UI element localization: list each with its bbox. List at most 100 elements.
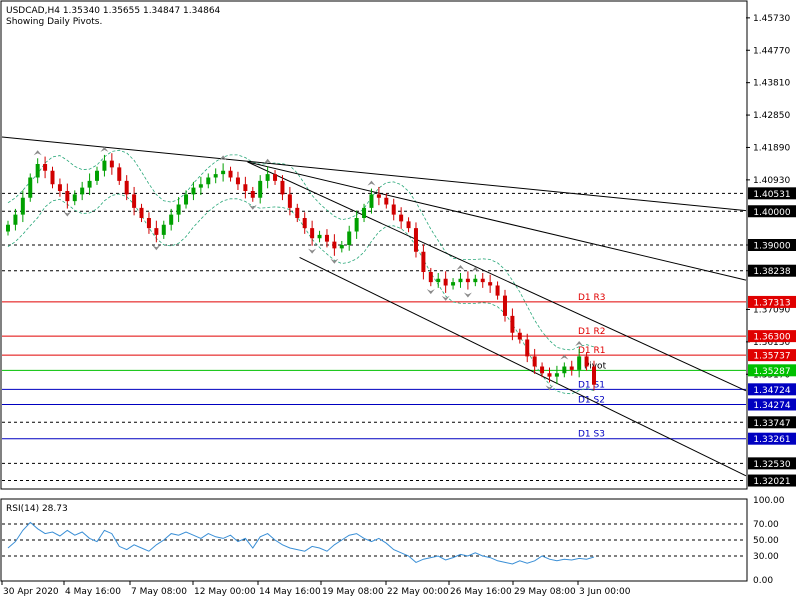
x-tick-label-2: 7 May 08:00 — [131, 587, 187, 597]
candle-body-78 — [584, 356, 589, 367]
rsi-tick-0: 100.00 — [753, 496, 785, 506]
candle-body-50 — [376, 194, 381, 198]
candle-body-17 — [132, 194, 137, 208]
fractal-down-59 — [441, 295, 450, 301]
candle-body-35 — [265, 174, 270, 181]
candle-body-33 — [250, 191, 255, 198]
candle-body-61 — [458, 278, 463, 283]
trend-line-2 — [247, 161, 747, 392]
fractal-up-29 — [219, 155, 228, 161]
candle-body-66 — [495, 285, 500, 296]
fractal-down-73 — [545, 385, 554, 391]
candle-body-46 — [347, 231, 352, 245]
candle-body-48 — [362, 207, 367, 218]
pivot-label-6: D1 R1 — [578, 346, 606, 356]
candle-body-60 — [451, 282, 456, 286]
candle-body-22 — [169, 214, 174, 225]
price-tag-bg-0 — [748, 187, 796, 200]
price-tag-11: 1.33261 — [753, 435, 790, 445]
price-tag-bg-11 — [748, 432, 796, 445]
fractal-up-49 — [367, 180, 376, 186]
indicator-subtitle: Showing Daily Pivots. — [6, 17, 103, 27]
x-tick-label-8: 29 May 08:00 — [514, 587, 576, 597]
candle-body-1 — [13, 214, 18, 225]
candle-body-69 — [517, 332, 522, 340]
fractal-up-77 — [575, 340, 584, 346]
price-tag-6: 1.35737 — [753, 352, 790, 362]
candle-body-51 — [384, 197, 389, 205]
candle-body-68 — [510, 315, 515, 333]
envelope-upper — [7, 149, 595, 351]
candle-body-10 — [80, 187, 85, 195]
pivot-label-4: D1 R3 — [578, 293, 606, 303]
y-tick-label-0: 1.45730 — [753, 14, 790, 24]
candle-body-13 — [102, 160, 107, 171]
candle-body-40 — [302, 218, 307, 229]
rsi-plot-frame — [0, 498, 748, 582]
candle-body-3 — [28, 177, 33, 198]
trend-line-3 — [299, 257, 747, 477]
candle-body-8 — [65, 191, 70, 202]
pivot-label-5: D1 R2 — [578, 327, 606, 337]
candle-body-30 — [228, 170, 233, 178]
candle-body-74 — [554, 373, 559, 377]
candle-body-29 — [221, 170, 226, 175]
candle-body-76 — [569, 366, 574, 370]
x-tick-label-9: 3 Jun 00:00 — [579, 587, 631, 597]
y-tick-label-9: 1.36130 — [753, 338, 790, 348]
fractal-down-62 — [463, 292, 472, 298]
candle-body-57 — [428, 272, 433, 283]
candle-body-20 — [154, 228, 159, 235]
candle-body-65 — [488, 282, 493, 286]
trend-line-1 — [247, 161, 747, 281]
rsi-tick-3: 30.00 — [753, 552, 779, 562]
candle-body-37 — [280, 180, 285, 195]
candle-body-52 — [391, 204, 396, 215]
y-tick-label-8: 1.37090 — [753, 305, 790, 315]
candle-body-53 — [399, 214, 404, 222]
price-tag-bg-8 — [748, 383, 796, 396]
price-tag-9: 1.34274 — [753, 401, 790, 411]
fractal-down-44 — [330, 258, 339, 264]
envelope-lower — [7, 193, 595, 395]
candle-body-41 — [310, 228, 315, 239]
y-tick-label-1: 1.44770 — [753, 46, 790, 56]
price-tag-7: 1.35287 — [753, 367, 790, 377]
price-tag-bg-9 — [748, 398, 796, 411]
candle-body-18 — [139, 207, 144, 218]
fractal-down-41 — [308, 248, 317, 254]
price-tag-2: 1.39000 — [753, 242, 790, 252]
trend-line-0 — [1, 136, 747, 212]
fractal-up-75 — [560, 354, 569, 360]
candle-body-63 — [473, 278, 478, 283]
candle-body-56 — [421, 251, 426, 272]
envelope-bands — [7, 149, 595, 395]
price-tag-12: 1.32530 — [753, 460, 790, 470]
candle-body-0 — [6, 224, 10, 232]
price-tag-13: 1.32021 — [753, 477, 790, 487]
fractal-up-4 — [33, 150, 42, 156]
candle-body-32 — [243, 184, 248, 191]
price-tag-4: 1.37313 — [753, 298, 790, 308]
pivot-label-11: D1 S3 — [578, 430, 605, 440]
price-tag-5: 1.36300 — [753, 333, 790, 343]
y-tick-label-3: 1.42850 — [753, 111, 790, 121]
candle-body-42 — [317, 234, 322, 239]
candle-body-67 — [502, 295, 507, 316]
pivot-label-7: Pivot — [584, 361, 607, 371]
candle-body-28 — [213, 174, 218, 178]
candle-body-44 — [332, 241, 337, 249]
price-tag-bg-2 — [748, 239, 796, 251]
x-tick-label-1: 4 May 16:00 — [65, 587, 121, 597]
candle-body-19 — [146, 218, 151, 229]
candle-body-31 — [235, 177, 240, 185]
candle-body-4 — [35, 164, 40, 178]
candle-body-43 — [324, 234, 329, 242]
rsi-label: RSI(14) 28.73 — [6, 504, 68, 514]
candle-body-71 — [532, 356, 537, 367]
candle-body-62 — [465, 278, 470, 283]
y-tick-label-2: 1.43810 — [753, 79, 790, 89]
